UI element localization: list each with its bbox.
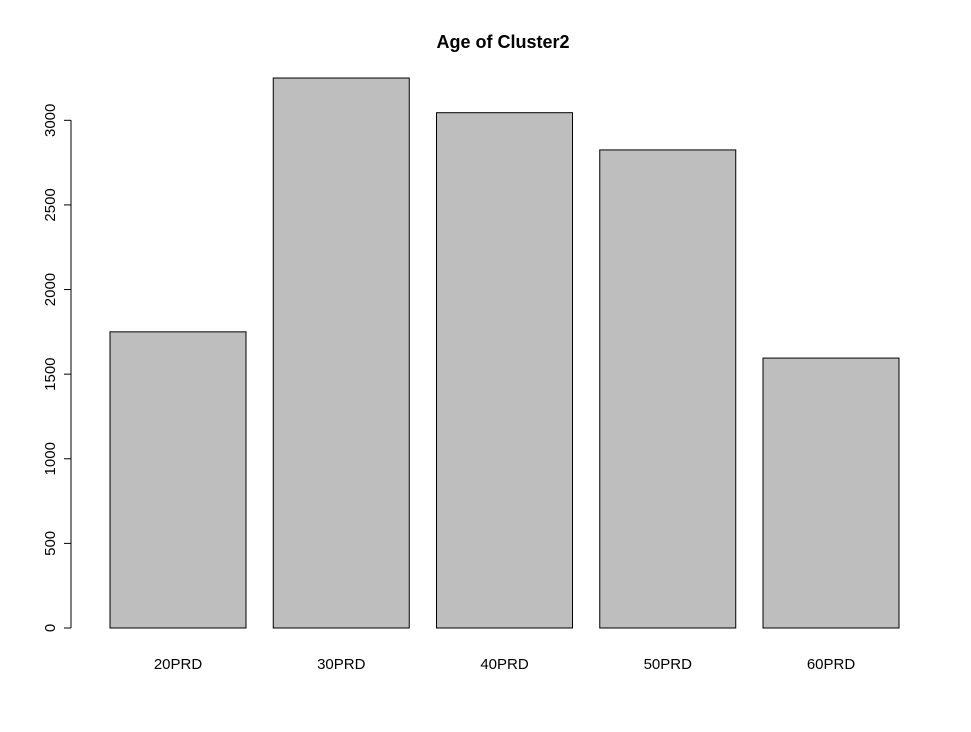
x-category-label: 60PRD [807, 656, 856, 673]
y-tick-label: 1500 [42, 357, 59, 390]
x-category-label: 30PRD [317, 656, 366, 673]
x-category-label: 50PRD [644, 656, 693, 673]
chart-title: Age of Cluster2 [436, 32, 569, 52]
y-tick-label: 0 [42, 624, 59, 632]
bar-20prd [109, 331, 247, 629]
bar-60prd [762, 357, 900, 629]
x-category-label: 20PRD [154, 656, 203, 673]
y-axis: 0 500 1000 1500 2000 2500 3000 [42, 104, 72, 632]
y-tick-label: 500 [42, 531, 59, 556]
bars-group [109, 77, 900, 629]
y-tick-label: 2500 [42, 188, 59, 221]
x-category-label: 40PRD [480, 656, 529, 673]
bar-50prd [599, 149, 737, 629]
y-tick-label: 2000 [42, 273, 59, 306]
bar-40prd [436, 112, 573, 629]
bar-30prd [272, 77, 410, 629]
y-tick-label: 1000 [42, 442, 59, 475]
y-tick-label: 3000 [42, 104, 59, 137]
x-labels-group: 20PRD 30PRD 40PRD 50PRD 60PRD [154, 656, 856, 673]
